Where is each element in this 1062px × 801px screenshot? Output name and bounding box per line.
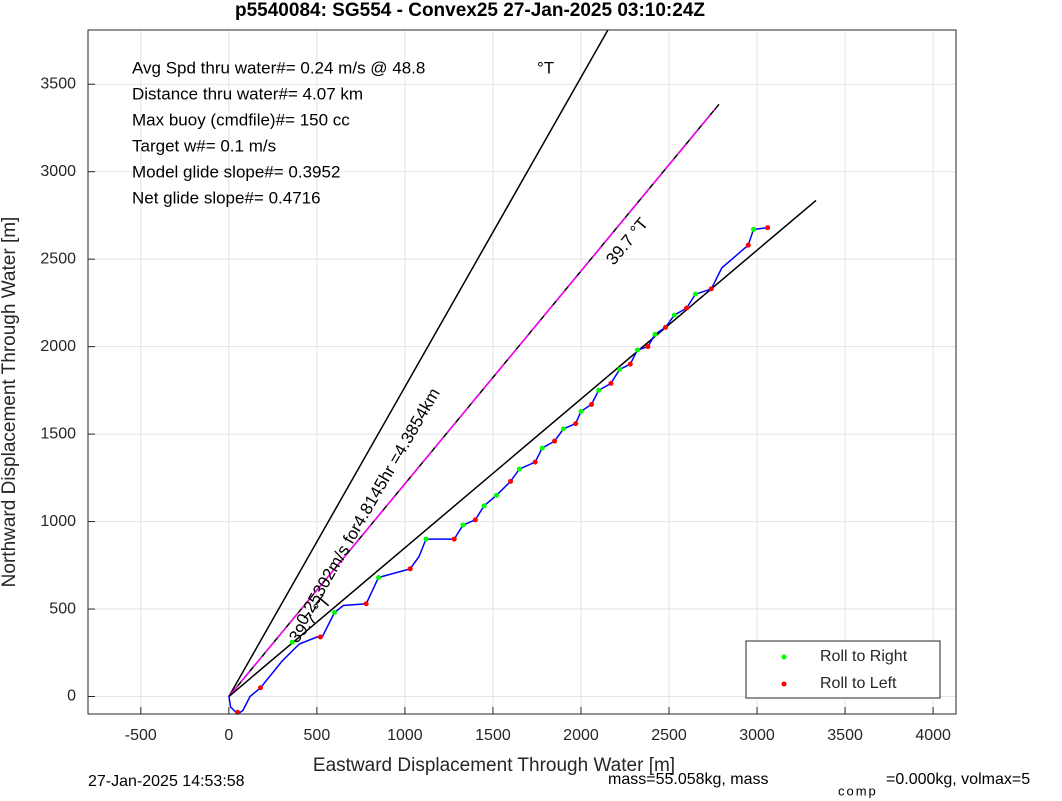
scatter-point — [692, 291, 698, 297]
legend-marker — [781, 654, 787, 660]
scatter-point — [608, 380, 614, 386]
scatter-point — [376, 575, 382, 581]
plot-area — [88, 30, 956, 714]
scatter-point — [532, 459, 538, 465]
scatter-point — [552, 438, 558, 444]
annotation: Max buoy (cmdfile)#= 150 cc — [132, 110, 350, 129]
footer: comp — [838, 783, 878, 798]
scatter-point — [560, 426, 566, 432]
x-tick-label: 2500 — [651, 727, 687, 744]
axes-box — [87, 29, 957, 715]
annotation: Model glide slope#= 0.3952 — [132, 162, 340, 181]
line — [228, 199, 817, 698]
scatter-point — [317, 634, 323, 640]
scatter-point — [258, 685, 264, 691]
x-tick-label: 3000 — [739, 727, 775, 744]
annotation: °T — [537, 58, 554, 77]
y-tick-label: 500 — [49, 600, 76, 617]
scatter-point — [645, 344, 651, 350]
y-tick-label: 3000 — [40, 163, 76, 180]
scatter-point — [745, 242, 751, 248]
scatter-point — [493, 492, 499, 498]
scatter-point — [363, 601, 369, 607]
x-axis-label: Eastward Displacement Through Water [m] — [313, 755, 675, 776]
scatter-point — [596, 387, 602, 393]
scatter-point — [708, 286, 714, 292]
scatter-point — [589, 401, 595, 407]
scatter-point — [472, 517, 478, 523]
scatter-point — [460, 522, 466, 528]
scatter-point — [578, 408, 584, 414]
y-tick-label: 2000 — [40, 338, 76, 355]
y-tick-label: 1500 — [40, 425, 76, 442]
scatter-point — [662, 324, 668, 330]
x-tick-label: 0 — [224, 727, 233, 744]
scatter-point — [407, 566, 413, 572]
scatter-point — [634, 347, 640, 353]
y-tick-label: 1000 — [40, 513, 76, 530]
annotation: Target w#= 0.1 m/s — [132, 136, 276, 155]
line — [228, 109, 716, 697]
scatter-point — [331, 610, 337, 616]
x-tick-label: -500 — [125, 727, 157, 744]
chart-title: p5540084: SG554 - Convex25 27-Jan-2025 0… — [235, 0, 705, 21]
x-tick-label: 3500 — [827, 727, 863, 744]
annotation: Avg Spd thru water#= 0.24 m/s @ 48.8 — [132, 58, 425, 77]
scatter-point — [671, 312, 677, 318]
scatter-point — [451, 536, 457, 542]
scatter-point — [539, 445, 545, 451]
footer: mass=55.058kg, mass — [608, 771, 769, 788]
x-tick-label: 1000 — [387, 727, 423, 744]
scatter-point — [617, 366, 623, 372]
y-tick-label: 0 — [67, 688, 76, 705]
scatter-point — [573, 421, 579, 427]
legend-label: Roll to Left — [820, 675, 897, 692]
legend-label: Roll to Right — [820, 648, 908, 665]
annotation: Distance thru water#= 4.07 km — [132, 84, 363, 103]
scatter-point — [652, 331, 658, 337]
y-axis-label: Northward Displacement Through Water [m] — [0, 217, 20, 588]
y-tick-label: 2500 — [40, 250, 76, 267]
y-tick-label: 3500 — [40, 75, 76, 92]
x-tick-label: 500 — [304, 727, 331, 744]
scatter-point — [516, 466, 522, 472]
x-tick-label: 1500 — [475, 727, 511, 744]
line — [228, 29, 609, 697]
annotation: Net glide slope#= 0.4716 — [132, 188, 321, 207]
scatter-point — [508, 478, 514, 484]
scatter-point — [751, 226, 757, 232]
scatter-point — [423, 536, 429, 542]
scatter-point — [481, 503, 487, 509]
x-tick-label: 2000 — [563, 727, 599, 744]
legend-box — [745, 640, 941, 699]
scatter-point — [289, 639, 295, 645]
scatter-point — [627, 361, 633, 367]
legend-marker — [781, 681, 787, 687]
x-tick-label: 4000 — [915, 727, 951, 744]
footer: =0.000kg, volmax=5 — [886, 771, 1030, 788]
footer: 27-Jan-2025 14:53:58 — [88, 773, 245, 790]
scatter-point — [684, 305, 690, 311]
scatter-point — [765, 225, 771, 231]
